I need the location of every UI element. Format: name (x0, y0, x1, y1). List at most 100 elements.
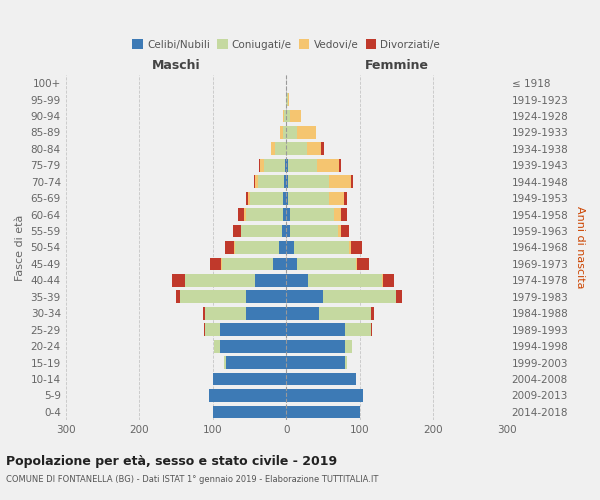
Bar (344, 192, 347, 204)
Bar (209, 389, 286, 402)
Bar (205, 307, 246, 320)
Bar (339, 159, 341, 172)
Bar (338, 224, 341, 237)
Bar (319, 307, 371, 320)
Bar (284, 110, 286, 122)
Bar (220, 324, 286, 336)
Bar (258, 176, 284, 188)
Bar (382, 274, 383, 287)
Bar (286, 389, 364, 402)
Bar (259, 159, 260, 172)
Bar (289, 176, 329, 188)
Bar (256, 274, 286, 287)
Bar (286, 110, 290, 122)
Bar (226, 356, 286, 369)
Bar (244, 208, 246, 221)
Bar (397, 290, 403, 303)
Bar (271, 142, 275, 155)
Bar (235, 241, 279, 254)
Bar (356, 258, 358, 270)
Bar (323, 290, 397, 303)
Bar (214, 340, 220, 352)
Bar (290, 224, 338, 237)
Bar (172, 274, 185, 287)
Text: COMUNE DI FONTANELLA (BG) - Dati ISTAT 1° gennaio 2019 - Elaborazione TUTTITALIA: COMUNE DI FONTANELLA (BG) - Dati ISTAT 1… (6, 475, 379, 484)
Bar (275, 142, 286, 155)
Bar (254, 176, 256, 188)
Bar (286, 356, 345, 369)
Bar (234, 241, 235, 254)
Bar (285, 159, 286, 172)
Bar (329, 176, 351, 188)
Bar (351, 176, 353, 188)
Bar (280, 126, 283, 139)
Bar (371, 324, 372, 336)
Bar (286, 274, 308, 287)
Bar (351, 241, 362, 254)
Bar (246, 290, 286, 303)
Bar (286, 324, 345, 336)
Bar (264, 159, 285, 172)
Bar (286, 372, 356, 386)
Bar (341, 224, 349, 237)
Bar (286, 307, 319, 320)
Bar (260, 159, 264, 172)
Y-axis label: Fasce di età: Fasce di età (15, 214, 25, 280)
Bar (341, 208, 347, 221)
Bar (297, 258, 356, 270)
Bar (286, 241, 293, 254)
Bar (283, 192, 286, 204)
Bar (250, 192, 283, 204)
Text: Popolazione per età, sesso e stato civile - 2019: Popolazione per età, sesso e stato civil… (6, 455, 337, 468)
Bar (383, 274, 394, 287)
Bar (220, 340, 286, 352)
Bar (317, 159, 339, 172)
Bar (248, 192, 250, 204)
Bar (349, 241, 351, 254)
Bar (179, 290, 246, 303)
Bar (286, 290, 323, 303)
Bar (246, 307, 286, 320)
Bar (290, 208, 334, 221)
Bar (286, 176, 289, 188)
Bar (286, 340, 345, 352)
Bar (224, 356, 226, 369)
Bar (286, 142, 307, 155)
Bar (212, 406, 286, 418)
Bar (293, 241, 349, 254)
Bar (286, 258, 297, 270)
Bar (212, 372, 286, 386)
Bar (345, 340, 352, 352)
Bar (287, 93, 289, 106)
Bar (282, 224, 286, 237)
Bar (286, 224, 290, 237)
Bar (273, 258, 286, 270)
Bar (246, 208, 283, 221)
Bar (286, 406, 360, 418)
Bar (307, 142, 322, 155)
Bar (297, 126, 316, 139)
Bar (329, 192, 344, 204)
Bar (256, 176, 258, 188)
Bar (286, 192, 289, 204)
Bar (185, 274, 256, 287)
Bar (289, 192, 329, 204)
Text: Maschi: Maschi (152, 58, 200, 71)
Bar (283, 126, 286, 139)
Bar (225, 241, 234, 254)
Bar (176, 290, 179, 303)
Bar (205, 324, 220, 336)
Bar (283, 110, 284, 122)
Bar (204, 324, 205, 336)
Bar (286, 93, 287, 106)
Bar (286, 126, 297, 139)
Bar (238, 208, 244, 221)
Bar (358, 258, 368, 270)
Bar (210, 258, 221, 270)
Bar (284, 176, 286, 188)
Bar (233, 224, 241, 237)
Bar (290, 110, 301, 122)
Bar (371, 307, 374, 320)
Legend: Celibi/Nubili, Coniugati/e, Vedovi/e, Divorziati/e: Celibi/Nubili, Coniugati/e, Vedovi/e, Di… (128, 35, 444, 54)
Bar (287, 159, 317, 172)
